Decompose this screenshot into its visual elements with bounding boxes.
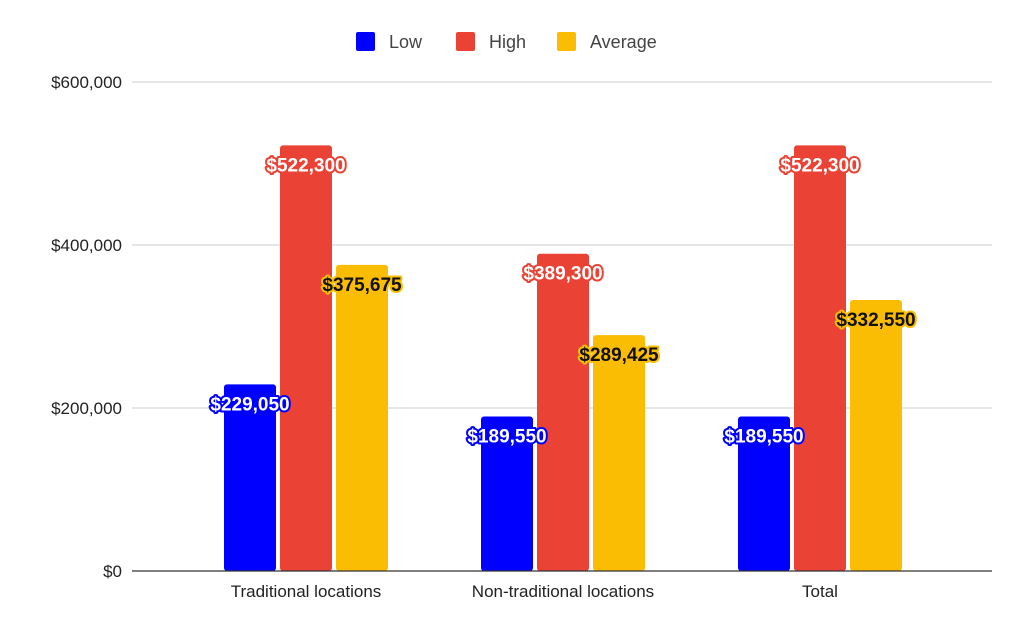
- data-label-high: $522,300: [266, 155, 345, 176]
- legend-label-average: Average: [590, 32, 657, 52]
- bar-low: [481, 416, 533, 571]
- data-label-high: $522,300: [780, 155, 859, 176]
- data-label-low: $229,050: [210, 394, 289, 415]
- y-tick-label: $400,000: [51, 236, 122, 255]
- bar-high: [280, 145, 332, 571]
- data-label-average: $289,425: [579, 345, 659, 366]
- x-tick-label: Non-traditional locations: [472, 582, 654, 601]
- legend-swatch-high: [456, 32, 475, 51]
- data-label-high: $389,300: [523, 264, 602, 285]
- bar-low: [224, 384, 276, 571]
- bar-low: [738, 416, 790, 571]
- bar-high: [794, 145, 846, 571]
- bar-average: [336, 264, 388, 571]
- bar-high: [537, 253, 589, 571]
- bar-average: [593, 335, 645, 571]
- x-tick-label: Traditional locations: [231, 582, 382, 601]
- y-tick-label: $0: [103, 562, 122, 581]
- bar-average: [850, 299, 902, 571]
- data-label-average: $332,550: [836, 310, 915, 331]
- legend-label-low: Low: [389, 32, 423, 52]
- y-tick-label: $200,000: [51, 399, 122, 418]
- y-tick-label: $600,000: [51, 73, 122, 92]
- data-label-low: $189,550: [724, 427, 803, 448]
- legend-swatch-low: [356, 32, 375, 51]
- data-label-low: $189,550: [467, 427, 546, 448]
- data-label-average: $375,675: [322, 275, 402, 296]
- x-tick-label: Total: [802, 582, 838, 601]
- legend-swatch-average: [557, 32, 576, 51]
- legend-label-high: High: [489, 32, 526, 52]
